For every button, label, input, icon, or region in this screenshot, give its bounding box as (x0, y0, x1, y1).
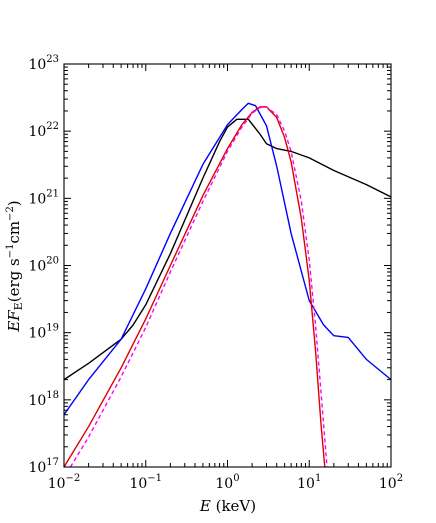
ticks: 10−2 10−1 100 101 102 1017 1018 1019 1020 1021 102… (28, 54, 403, 492)
y-tick-label: 1023 (28, 54, 59, 73)
curves (64, 102, 391, 467)
x-tick-label: 100 (215, 473, 239, 492)
plot-frame (63, 63, 392, 468)
y-tick-label: 1021 (28, 188, 59, 207)
x-tick-label: 10−1 (129, 473, 162, 492)
x-tick-label: 10−2 (48, 473, 81, 492)
y-tick-label: 1018 (28, 390, 59, 409)
y-axis-label: EFE(erg s−1cm−2) (5, 200, 25, 332)
y-tick-label: 1017 (28, 457, 59, 476)
series-line-1 (64, 118, 391, 381)
x-tick-label: 101 (297, 473, 321, 492)
x-axis-label: E (keV) (199, 497, 256, 515)
y-tick-label: 1019 (28, 323, 59, 342)
series-line-4 (69, 106, 328, 467)
series-line-2 (64, 102, 391, 416)
series-line-3 (64, 106, 326, 467)
y-tick-label: 1020 (28, 256, 59, 275)
x-tick-label: 102 (379, 473, 403, 492)
y-tick-label: 1022 (28, 121, 59, 140)
